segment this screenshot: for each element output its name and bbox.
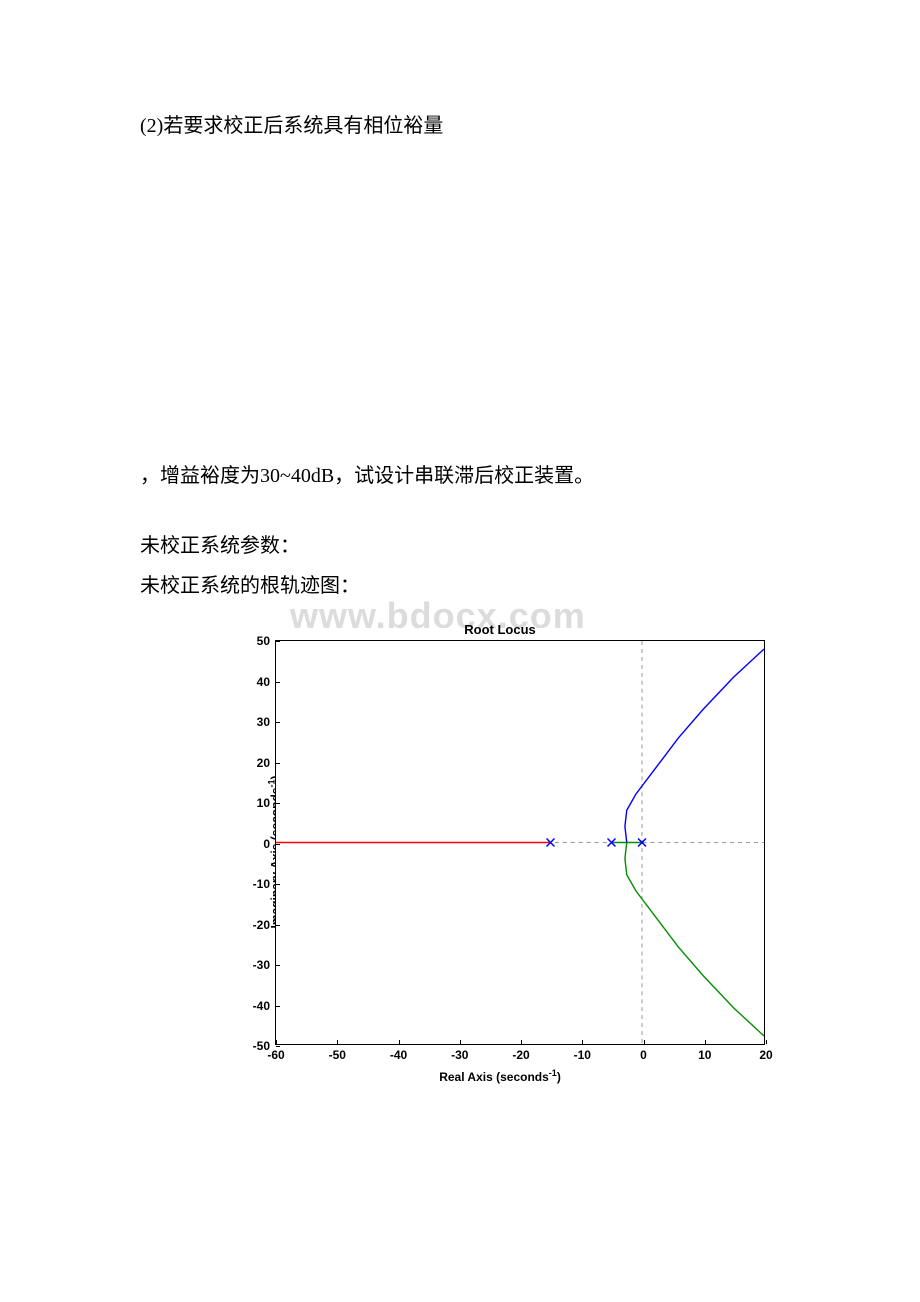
paragraph-4: 未校正系统的根轨迹图：	[140, 570, 780, 602]
ytick-label: -20	[253, 918, 270, 932]
plot-area: -50-40-30-20-1001020304050-60-50-40-30-2…	[275, 640, 765, 1045]
xtick-label: -40	[390, 1048, 407, 1062]
paragraph-1: (2)若要求校正后系统具有相位裕量	[140, 110, 780, 142]
xtick-label: -50	[329, 1048, 346, 1062]
ytick-label: -30	[253, 958, 270, 972]
xtick-label: 20	[759, 1048, 772, 1062]
green-lower	[625, 843, 764, 1036]
paragraph-2: ，增益裕度为30~40dB，试设计串联滞后校正装置。	[140, 460, 780, 492]
paragraph-3: 未校正系统参数：	[140, 530, 780, 562]
xtick-label: -20	[512, 1048, 529, 1062]
xtick-label: 10	[698, 1048, 711, 1062]
xtick-label: -60	[267, 1048, 284, 1062]
xtick-label: 0	[640, 1048, 647, 1062]
chart-xlabel: Real Axis (seconds-1)	[220, 1068, 780, 1084]
ytick-label: -10	[253, 877, 270, 891]
ytick-label: 40	[257, 675, 270, 689]
root-locus-chart: Root Locus Imaginary Axis (seconds-1) Re…	[220, 622, 780, 1082]
ytick-label: 50	[257, 634, 270, 648]
blue-upper	[625, 649, 764, 842]
ytick-label: 20	[257, 756, 270, 770]
xtick-label: -30	[451, 1048, 468, 1062]
ytick-label: 10	[257, 796, 270, 810]
chart-title: Root Locus	[220, 622, 780, 637]
ytick-label: 30	[257, 715, 270, 729]
xtick-label: -10	[574, 1048, 591, 1062]
ytick-label: -40	[253, 999, 270, 1013]
ytick-label: 0	[263, 837, 270, 851]
